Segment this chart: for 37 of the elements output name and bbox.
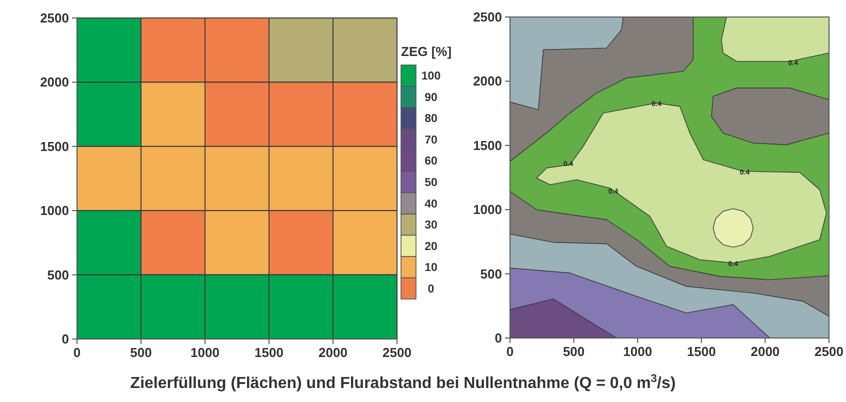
x-tick-label: 1500 xyxy=(686,344,716,359)
y-tick-label: 1500 xyxy=(40,138,69,154)
y-tick-label: 500 xyxy=(480,266,502,282)
color-bar-label: 20 xyxy=(424,240,438,253)
color-bar-label: 70 xyxy=(424,134,438,146)
y-tick-label: 2000 xyxy=(40,74,69,90)
x-tick-label: 0 xyxy=(506,344,514,359)
x-tick-label: 0 xyxy=(73,345,81,360)
x-tick-label: 1000 xyxy=(623,344,652,359)
color-bar-label: 30 xyxy=(424,220,438,232)
y-tick-label: 2500 xyxy=(40,10,69,26)
color-bar-label: 100 xyxy=(421,70,441,83)
x-tick-label: 2000 xyxy=(750,344,780,359)
y-tick-label: 1000 xyxy=(473,202,502,218)
y-tick-label: 500 xyxy=(47,267,69,282)
y-tick-label: 1500 xyxy=(473,138,502,153)
text: Zielerfüllung (Flächen) und Flurabstand bei Nullentnahme (Q = 0,0 m$^{3}$/s) xyxy=(130,373,676,392)
color-bar-title: ZEG [%] xyxy=(401,44,452,59)
x-tick-label: 2500 xyxy=(382,345,412,360)
color-bar-label: 0 xyxy=(428,283,434,296)
x-tick-label: 2000 xyxy=(318,345,348,360)
y-tick-label: 0 xyxy=(494,330,502,346)
y-tick-label: 0 xyxy=(62,332,69,346)
x-tick-label: 1500 xyxy=(254,345,284,360)
x-tick-label: 2500 xyxy=(814,344,844,359)
color-bar-label: 40 xyxy=(424,198,438,210)
color-bar-label: 60 xyxy=(424,156,438,168)
x-tick-label: 1000 xyxy=(190,345,220,360)
color-bar-label: 10 xyxy=(424,262,438,274)
x-tick-label: 500 xyxy=(130,345,152,360)
y-tick-label: 2500 xyxy=(473,10,502,24)
y-tick-label: 1000 xyxy=(40,203,69,218)
y-tick-label: 2000 xyxy=(473,74,502,89)
x-tick-label: 500 xyxy=(562,344,585,359)
color-bar-label: 50 xyxy=(424,177,438,189)
color-bar-label: 80 xyxy=(424,113,438,126)
color-bar-label: 90 xyxy=(424,92,438,104)
